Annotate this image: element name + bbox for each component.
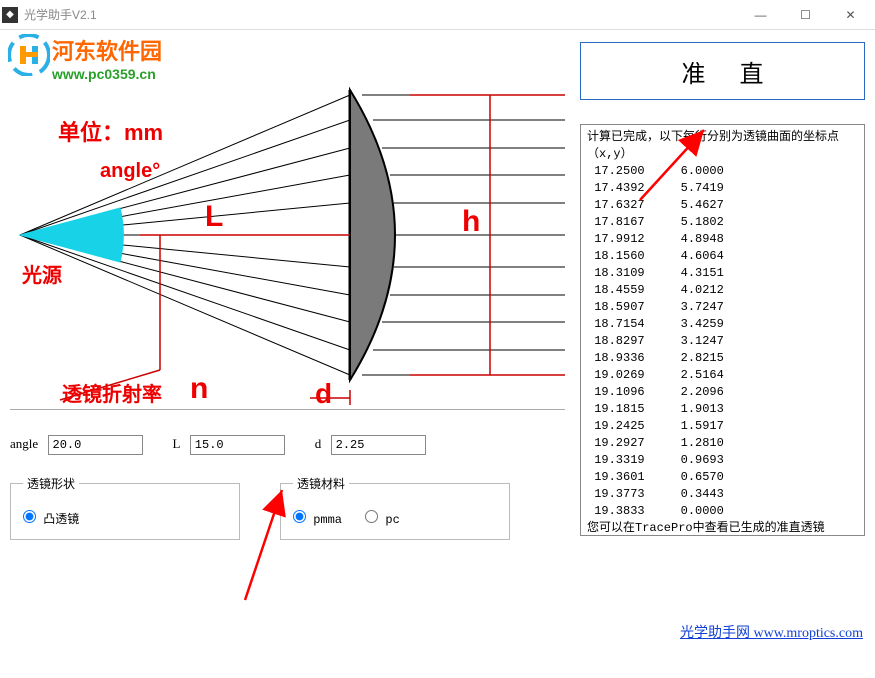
radio-pc[interactable] (365, 510, 378, 523)
close-button[interactable]: ✕ (828, 1, 873, 29)
lens-shape (350, 90, 395, 380)
angle-input-label: angle (10, 436, 38, 451)
watermark-sitename: 河东软件园 (52, 34, 162, 66)
lens-shape-option-convex[interactable]: 凸透镜 (23, 513, 79, 527)
watermark-url: www.pc0359.cn (52, 66, 162, 82)
input-row: angle L d (10, 435, 570, 455)
diagram-label-h: h (462, 205, 480, 239)
diagram-label-unit: 单位：mm (58, 115, 163, 147)
lens-material-group: 透镜材料 pmma pc (280, 475, 510, 540)
diagram-label-d: d (315, 378, 332, 410)
maximize-button[interactable]: ☐ (783, 1, 828, 29)
lens-shape-group: 透镜形状 凸透镜 (10, 475, 240, 540)
angle-cone (20, 208, 123, 262)
app-icon: ◆ (2, 7, 18, 23)
lens-material-legend: 透镜材料 (293, 475, 349, 492)
lens-material-option-pc[interactable]: pc (365, 513, 400, 527)
diagram-svg (10, 40, 565, 410)
diagram-label-n: n (190, 372, 208, 406)
diagram-label-L: L (205, 200, 223, 234)
results-output: 计算已完成，以下每行分别为透镜曲面的坐标点 （x,y） 17.2500 6.00… (580, 124, 865, 536)
minimize-button[interactable]: — (738, 1, 783, 29)
radio-convex-label: 凸透镜 (43, 513, 79, 527)
radio-pmma-label: pmma (313, 513, 342, 527)
L-input[interactable] (190, 435, 285, 455)
optics-diagram: 河东软件园 www.pc0359.cn (10, 40, 565, 410)
radio-pc-label: pc (385, 513, 399, 527)
window-titlebar: ◆ 光学助手V2.1 — ☐ ✕ (0, 0, 875, 30)
diagram-label-angle: angle° (100, 160, 160, 183)
L-input-label: L (173, 436, 181, 451)
d-input-label: d (315, 436, 322, 451)
angle-input[interactable] (48, 435, 143, 455)
radio-convex[interactable] (23, 510, 36, 523)
lens-material-option-pmma[interactable]: pmma (293, 513, 349, 527)
logo-icon (8, 34, 50, 76)
window-title: 光学助手V2.1 (24, 6, 738, 23)
footer-link[interactable]: 光学助手网 www.mroptics.com (680, 622, 863, 642)
radio-pmma[interactable] (293, 510, 306, 523)
diagram-label-refraction: 透镜折射率 (62, 378, 162, 407)
lens-shape-legend: 透镜形状 (23, 475, 79, 492)
collimate-button[interactable]: 准 直 (580, 42, 865, 100)
diagram-label-source: 光源 (22, 259, 62, 288)
d-input[interactable] (331, 435, 426, 455)
watermark-logo: 河东软件园 www.pc0359.cn (8, 36, 198, 86)
